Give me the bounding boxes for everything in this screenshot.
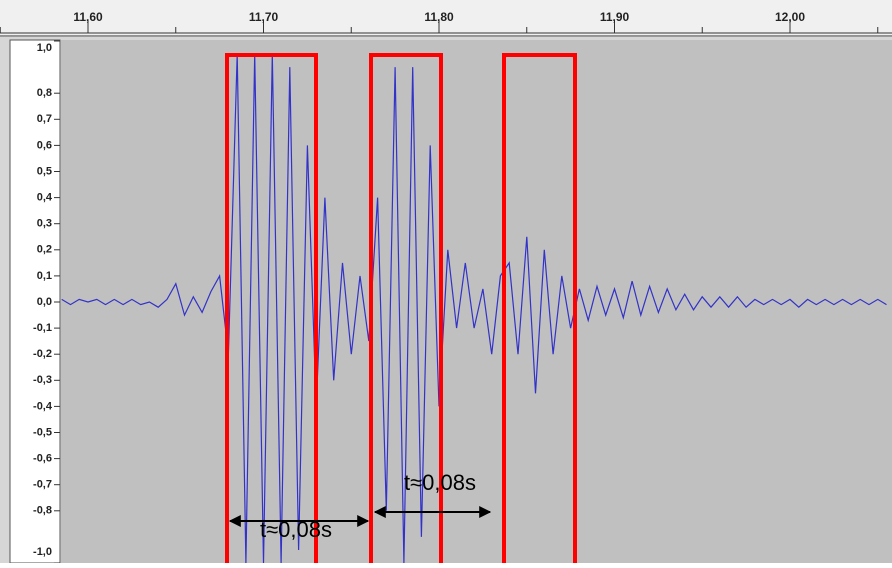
waveform: [61, 54, 887, 564]
amplitude-label: 0,6: [37, 139, 52, 151]
amplitude-label: 0,4: [37, 192, 53, 204]
timeline-ruler[interactable]: [0, 0, 892, 36]
amplitude-label: 0,2: [37, 244, 52, 256]
amplitude-ruler: [9, 39, 61, 564]
amplitude-label: -0,8: [33, 505, 52, 517]
dynamic-layer: 11,60 11,70 11,80 11,90 12,00 1,0 0,8 0,7 0,6 0,5…: [0, 10, 887, 564]
ruler-label: 11,90: [600, 10, 630, 24]
amplitude-label: 0,8: [37, 87, 52, 99]
ruler-label: 11,60: [73, 10, 103, 24]
amplitude-label: 0,3: [37, 218, 52, 230]
amplitude-label: -0,7: [33, 479, 52, 491]
amplitude-label: 0,1: [37, 270, 52, 282]
annotation: t≈0,08s: [404, 470, 476, 495]
amplitude-label: -0,1: [33, 322, 52, 334]
waveform-area[interactable]: [61, 40, 892, 563]
annotation: t≈0,08s: [260, 517, 332, 542]
ruler-label: 12,00: [775, 10, 805, 24]
amplitude-label: -0,3: [33, 374, 52, 386]
amplitude-label: -0,4: [33, 400, 53, 412]
amplitude-label: 0,0: [37, 296, 52, 308]
ruler-label: 11,80: [424, 10, 454, 24]
amplitude-label: -0,2: [33, 348, 52, 360]
amplitude-label: 1,0: [37, 42, 52, 54]
amplitude-label: 0,5: [37, 165, 52, 177]
amplitude-label: -0,6: [33, 453, 52, 465]
amplitude-label: 0,7: [37, 113, 52, 125]
amplitude-label: -0,5: [33, 426, 52, 438]
ruler-label: 11,70: [249, 10, 279, 24]
amplitude-label: -1,0: [33, 546, 52, 558]
